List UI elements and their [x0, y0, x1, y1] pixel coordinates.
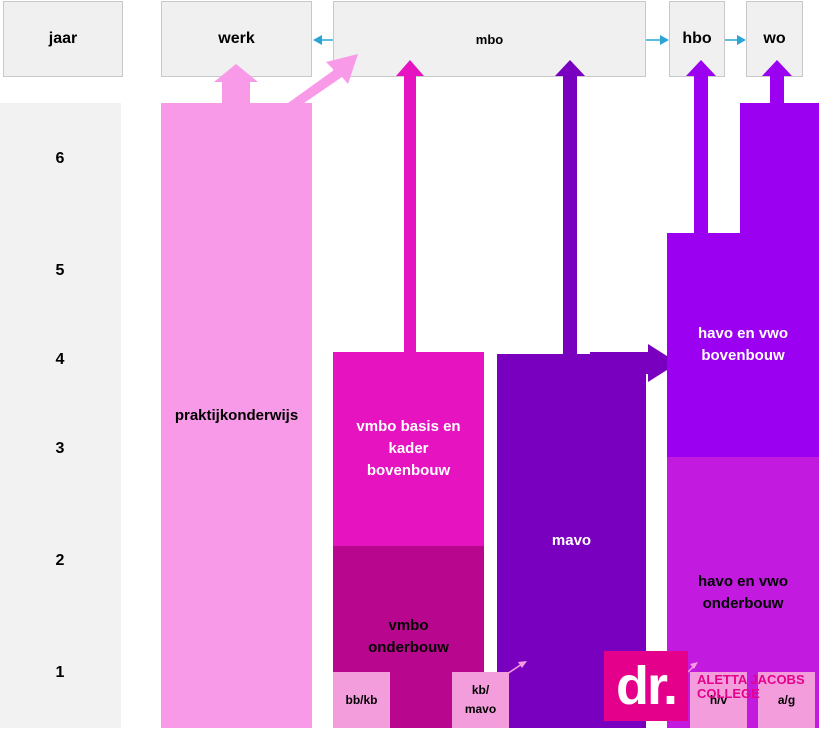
year-label-4: 4: [55, 351, 65, 368]
mbo-connectors: [313, 35, 746, 45]
tile-bb-kb: bb/kb: [333, 672, 390, 728]
year-label-3: 3: [55, 440, 65, 457]
block-vmbo-bovenbouw: vmbo basis en kader bovenbouw: [333, 352, 484, 546]
year-label-1: 1: [55, 664, 65, 681]
header-year: jaar: [3, 1, 123, 77]
logo-mark: dr.: [604, 651, 688, 721]
arrow-vmbo-to-mbo: [396, 60, 424, 352]
header-werk: werk: [161, 1, 312, 77]
tile-bb-kb-label: bb/kb: [345, 692, 378, 707]
tile-a-g-label: a/g: [777, 692, 796, 707]
logo-line-2: COLLEGE: [697, 686, 760, 701]
tile-h-v: h/v: [690, 672, 747, 728]
year-column: [0, 103, 121, 728]
school-logo: dr. ALETTA JACOBS COLLEGE: [604, 651, 816, 721]
wo-column: [740, 103, 819, 235]
arrow-havo-to-hbo: [686, 60, 716, 233]
arrow-praktijk-to-mbo: [288, 54, 358, 103]
arrow-mavo-to-mbo: [555, 60, 585, 354]
tile-h-v-label: h/v: [709, 692, 728, 707]
mavo-label: mavo: [551, 532, 592, 549]
logo-name: ALETTA JACOBS COLLEGE: [697, 673, 815, 701]
year-label-6: 6: [55, 150, 65, 167]
header-mbo: mbo: [333, 1, 646, 77]
block-praktijkonderwijs: praktijkonderwijs: [161, 103, 312, 728]
arrow-kbmavo-to-mavo: [506, 663, 523, 675]
arrow-praktijk-to-werk: [214, 64, 258, 103]
havo-boven-label: havo en vwo bovenbouw: [697, 325, 789, 364]
havo-onder-label: havo en vwo onderbouw: [697, 572, 789, 612]
vmbo-onder-label: vmbo onderbouw: [368, 617, 449, 656]
logo-line-1: ALETTA JACOBS: [697, 672, 805, 687]
tile-a-g: a/g: [758, 672, 815, 728]
year-label-5: 5: [55, 262, 65, 279]
arrow-havo-to-wo: [762, 60, 792, 103]
tile-kb-mavo-label: kb/ mavo: [464, 683, 497, 716]
praktijk-label: praktijkonderwijs: [174, 406, 299, 424]
block-havo-vwo-bovenbouw: havo en vwo bovenbouw: [667, 233, 819, 457]
year-label-2: 2: [55, 552, 65, 569]
tile-kb-mavo: kb/ mavo: [452, 672, 509, 728]
vmbo-boven-label: vmbo basis en kader bovenbouw: [356, 418, 461, 479]
